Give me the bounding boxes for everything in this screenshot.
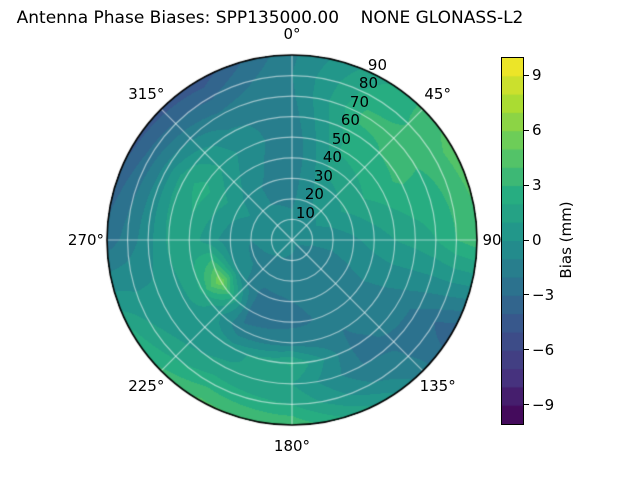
radial-tick-label-30: 30 (313, 166, 333, 185)
colorbar-tick-label--3: −3 (532, 285, 555, 304)
colorbar-tick-mark (524, 294, 529, 296)
colorbar-tick-mark (524, 74, 529, 76)
radial-tick-label-80: 80 (358, 74, 379, 93)
colorbar-tick-label-0: 0 (532, 231, 542, 249)
radial-tick-label-10: 10 (295, 203, 315, 222)
colorbar-tick-mark (524, 349, 529, 351)
polar-heatmap (102, 50, 482, 430)
radial-tick-label-40: 40 (322, 148, 342, 167)
colorbar-tick-label--9: −9 (532, 395, 555, 414)
colorbar-axis-label: Bias (mm) (557, 201, 575, 279)
angular-tick-label-0: 0° (283, 25, 301, 43)
colorbar-tick-label--6: −6 (532, 340, 555, 359)
colorbar (501, 57, 524, 425)
chart-title: Antenna Phase Biases: SPP135000.00 NONE … (16, 8, 524, 28)
colorbar-tick-label-6: 6 (532, 121, 542, 140)
radial-tick-label-70: 70 (349, 92, 369, 111)
colorbar-tick-mark (524, 129, 529, 131)
colorbar-tick-label-3: 3 (532, 176, 542, 195)
colorbar-tick-mark (524, 239, 529, 241)
angular-tick-label-90: 90 (482, 231, 502, 249)
angular-tick-label-45: 45° (424, 85, 451, 104)
angular-tick-label-270: 270° (67, 231, 105, 249)
radial-tick-label-90: 90 (367, 55, 388, 74)
colorbar-tick-mark (524, 184, 529, 186)
radial-tick-label-50: 50 (331, 129, 351, 148)
angular-tick-label-315: 315° (128, 85, 165, 104)
angular-tick-label-180: 180° (273, 437, 311, 455)
radial-tick-label-20: 20 (304, 185, 324, 204)
angular-tick-label-225: 225° (128, 376, 165, 395)
radial-tick-label-60: 60 (340, 111, 360, 130)
colorbar-tick-mark (524, 404, 529, 406)
angular-tick-label-135: 135° (419, 376, 456, 395)
colorbar-tick-label-9: 9 (532, 66, 542, 85)
